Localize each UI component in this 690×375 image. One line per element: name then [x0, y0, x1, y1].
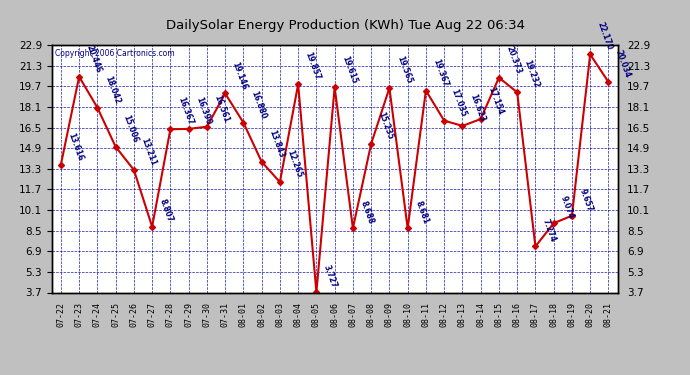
Text: 15.006: 15.006: [121, 114, 139, 144]
Text: 16.390: 16.390: [194, 96, 213, 126]
Text: 8.688: 8.688: [359, 200, 375, 225]
Text: 9.657: 9.657: [578, 188, 594, 213]
Text: 19.367: 19.367: [431, 57, 450, 88]
Text: 12.265: 12.265: [286, 149, 304, 179]
Text: 9.074: 9.074: [559, 195, 576, 220]
Text: 20.446: 20.446: [85, 44, 103, 74]
Text: Copyright 2006 Cartronics.com: Copyright 2006 Cartronics.com: [55, 49, 174, 58]
Text: 13.211: 13.211: [139, 136, 158, 167]
Text: DailySolar Energy Production (KWh) Tue Aug 22 06:34: DailySolar Energy Production (KWh) Tue A…: [166, 19, 524, 32]
Text: 8.807: 8.807: [158, 198, 175, 224]
Text: 17.154: 17.154: [486, 86, 504, 116]
Text: 19.565: 19.565: [395, 55, 413, 85]
Text: 16.623: 16.623: [468, 93, 486, 123]
Text: 19.232: 19.232: [523, 59, 541, 90]
Text: 16.561: 16.561: [213, 94, 231, 124]
Text: 15.235: 15.235: [377, 111, 395, 141]
Text: 7.274: 7.274: [541, 218, 558, 244]
Text: 18.042: 18.042: [103, 74, 121, 105]
Text: 19.615: 19.615: [340, 54, 359, 85]
Text: 20.373: 20.373: [504, 44, 523, 75]
Text: 19.146: 19.146: [230, 60, 249, 91]
Text: 17.035: 17.035: [450, 87, 468, 118]
Text: 13.616: 13.616: [66, 132, 85, 162]
Text: 20.034: 20.034: [614, 49, 633, 79]
Text: 16.367: 16.367: [176, 96, 195, 126]
Text: 19.857: 19.857: [304, 51, 322, 81]
Text: 22.170: 22.170: [595, 21, 614, 52]
Text: 13.843: 13.843: [267, 128, 286, 159]
Text: 8.681: 8.681: [413, 200, 430, 225]
Text: 3.727: 3.727: [322, 264, 339, 290]
Text: 16.880: 16.880: [249, 89, 268, 120]
